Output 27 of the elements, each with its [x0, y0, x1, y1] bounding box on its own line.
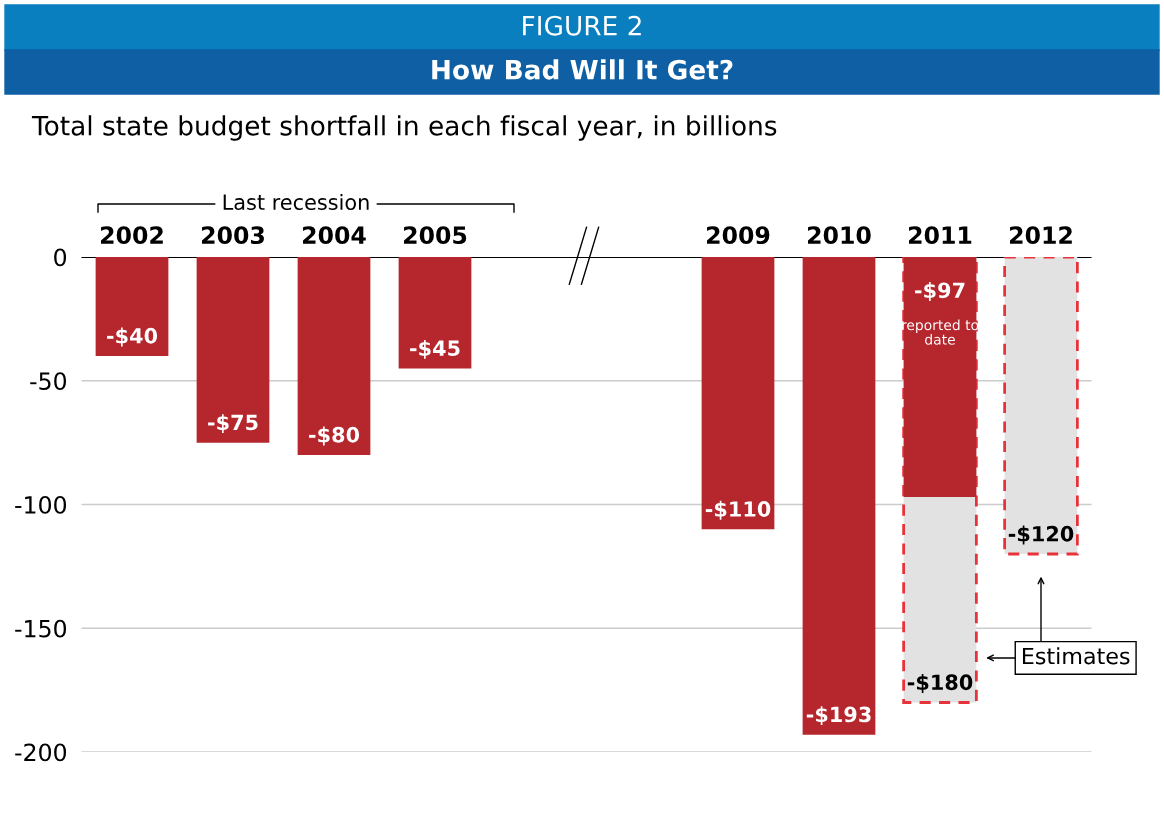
- y-tick-label: -50: [30, 372, 67, 391]
- y-tick-label: -150: [15, 619, 67, 638]
- text: Estimates: [1022, 647, 1130, 665]
- chart-title: FIGURE 2: [523, 15, 641, 36]
- x-tick-label: 2009: [707, 226, 770, 245]
- x-tick-label: 2004: [303, 226, 366, 245]
- x-tick-label: 2011: [909, 226, 972, 245]
- data-label: -$80: [309, 426, 360, 446]
- x-tick-label: 2002: [101, 226, 163, 245]
- x-tick-label: 2003: [202, 226, 264, 245]
- text: Last recession: [223, 193, 369, 211]
- data-label: -$193: [806, 706, 871, 726]
- x-tick-label: 2005: [404, 226, 467, 245]
- data-label: -$120: [1008, 525, 1074, 545]
- data-label: -$180: [907, 674, 973, 693]
- text: Total state budget shortfall in each fiscal year, in billions: [31, 115, 777, 141]
- data-label: -$97: [915, 282, 965, 301]
- y-tick-label: -100: [15, 495, 67, 514]
- data-label: -$110: [705, 500, 771, 520]
- y-tick-label: -200: [15, 743, 67, 762]
- x-tick-label: 2010: [808, 226, 871, 245]
- data-label: -$75: [208, 414, 258, 434]
- data-label: -$40: [107, 327, 158, 347]
- x-tick-label: 2012: [1010, 226, 1072, 245]
- data-label: -$45: [410, 339, 460, 359]
- chart-subtitle: How Bad Will It Get?: [432, 59, 733, 80]
- y-tick-label: 0: [54, 248, 67, 267]
